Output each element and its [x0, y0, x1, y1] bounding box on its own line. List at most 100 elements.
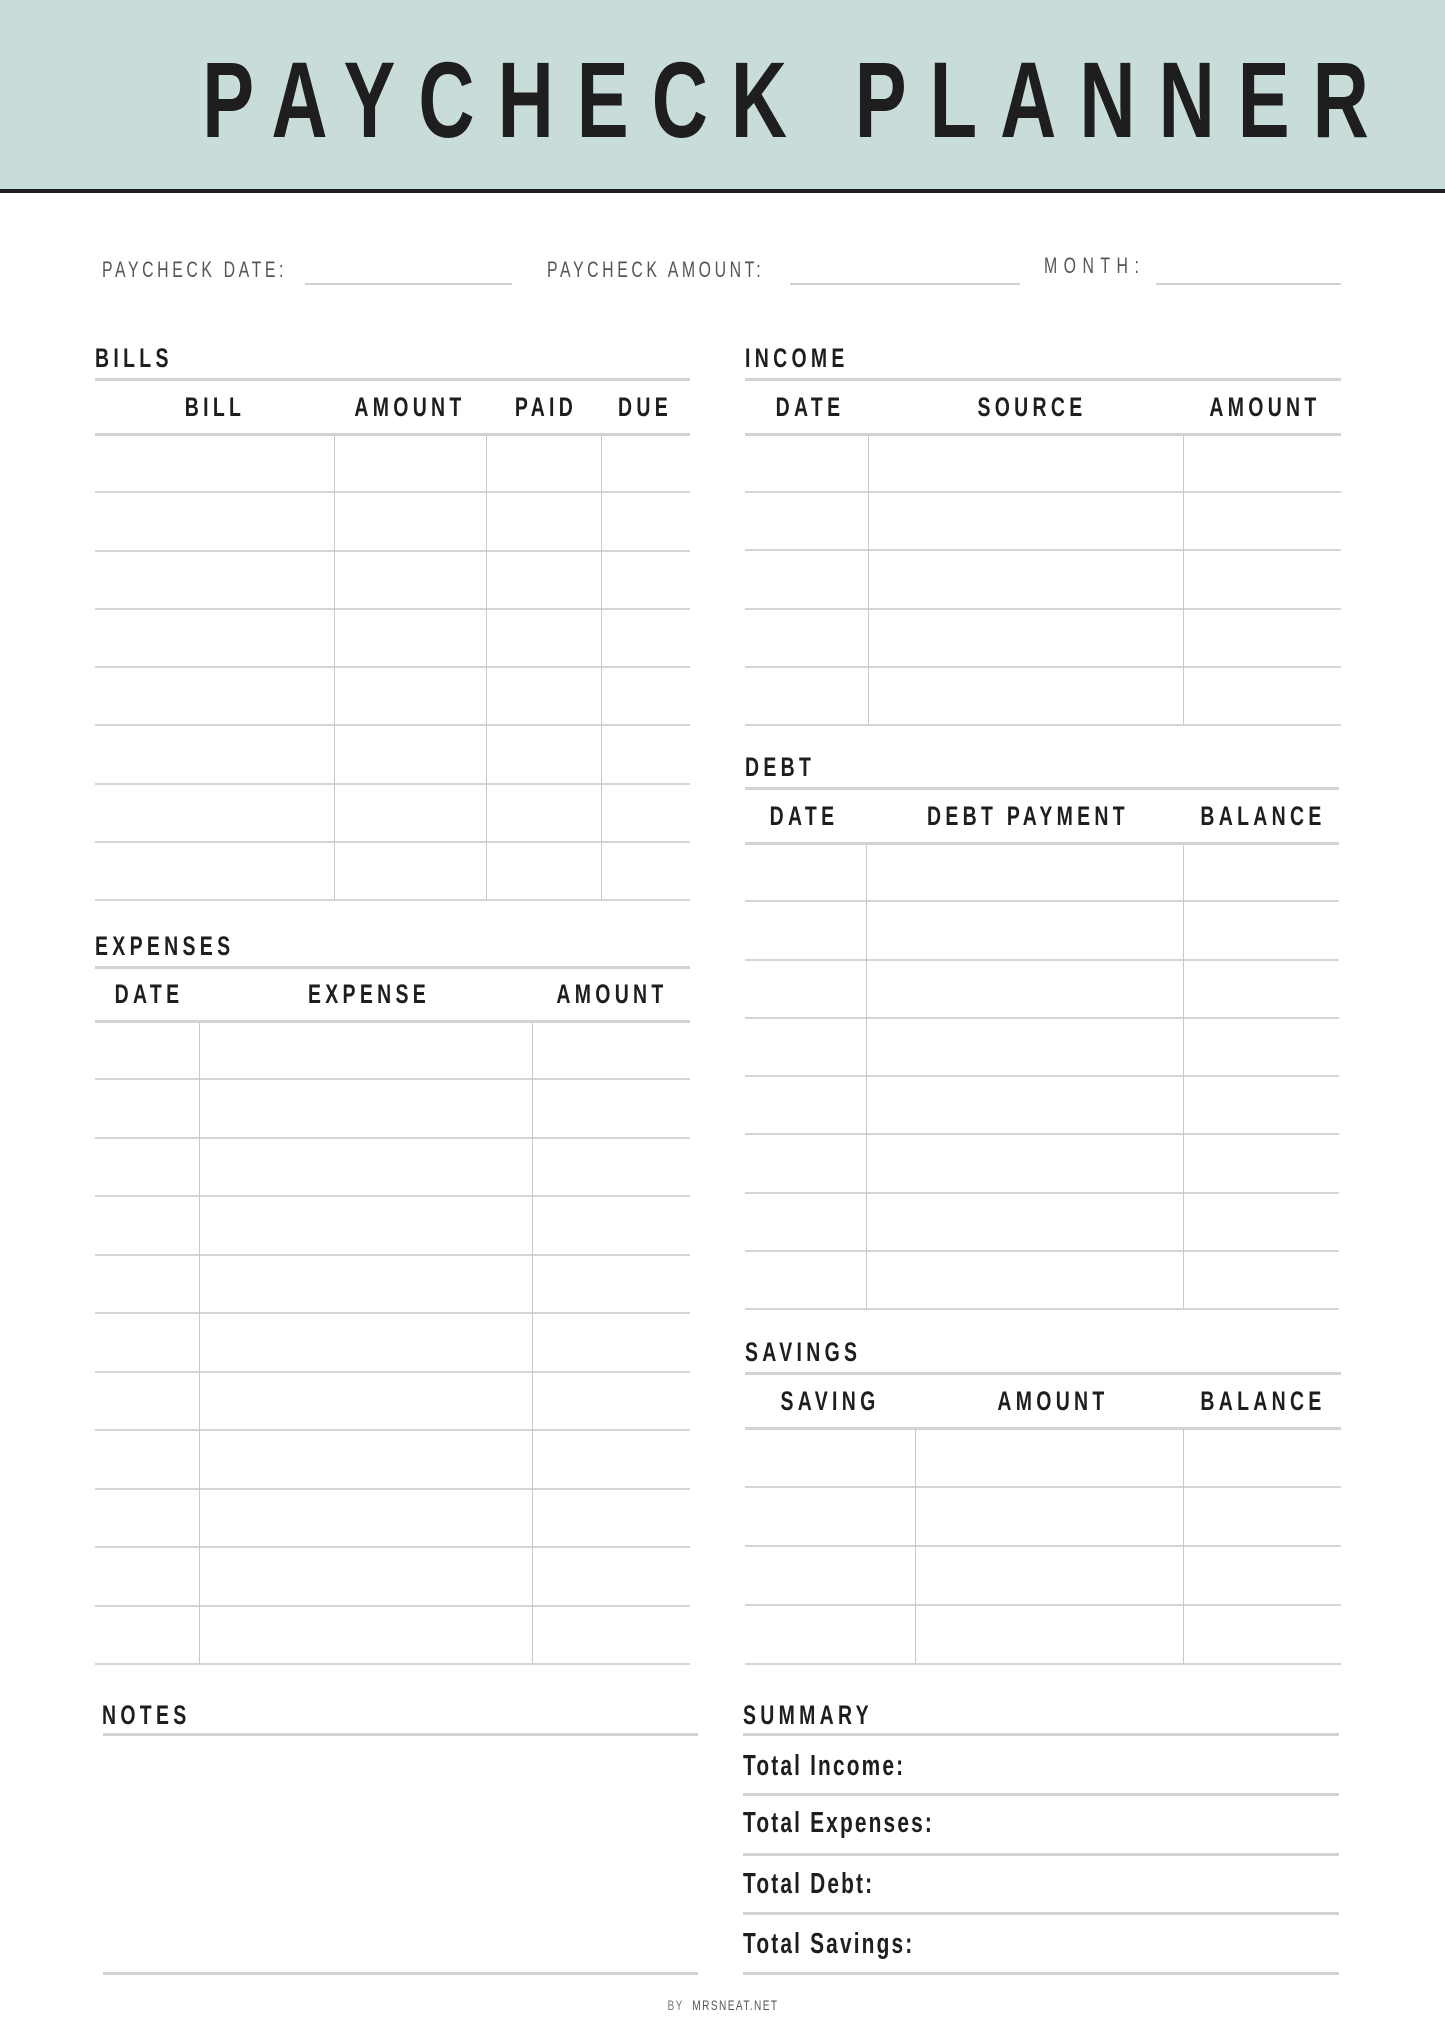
income-title: INCOME: [745, 343, 849, 373]
savings-column-divider: [1183, 1430, 1184, 1664]
income-table-row[interactable]: [745, 724, 1341, 726]
expenses-table-row[interactable]: [95, 1663, 690, 1665]
debt-title-line: [745, 787, 1339, 790]
savings-title: SAVINGS: [745, 1337, 862, 1367]
savings-title-line: [745, 1372, 1341, 1375]
savings-table-row[interactable]: [745, 1663, 1341, 1665]
debt-table-row[interactable]: [745, 1250, 1339, 1252]
expenses-title: EXPENSES: [95, 931, 235, 961]
bills-table-row[interactable]: [95, 841, 690, 843]
expenses-table-row[interactable]: [95, 1546, 690, 1548]
debt-table-row[interactable]: [745, 1017, 1339, 1019]
bills-column-header: PAID: [514, 392, 578, 422]
bills-table-row[interactable]: [95, 550, 690, 552]
expenses-column-header: EXPENSE: [307, 979, 431, 1009]
expenses-table-row[interactable]: [95, 1429, 690, 1431]
summary-line[interactable]: [743, 1793, 1339, 1796]
header-band: [0, 0, 1445, 190]
bills-table-row[interactable]: [95, 491, 690, 493]
paycheck-date-label: PAYCHECK DATE:: [102, 257, 288, 282]
bills-column-divider: [486, 436, 487, 900]
bills-column-header: AMOUNT: [354, 392, 466, 422]
income-column-divider: [868, 436, 869, 725]
paycheck-amount-field[interactable]: [790, 283, 1020, 285]
bills-table-row[interactable]: [95, 608, 690, 610]
bills-table-row[interactable]: [95, 666, 690, 668]
notes-bottom-line: [103, 1972, 698, 1975]
summary-title: SUMMARY: [743, 1700, 873, 1730]
notes-area[interactable]: [103, 1738, 698, 1970]
bills-title-line: [95, 378, 690, 381]
bills-column-divider: [601, 436, 602, 900]
paycheck-amount-label: PAYCHECK AMOUNT:: [547, 257, 765, 282]
expenses-table-row[interactable]: [95, 1605, 690, 1607]
income-header-line: [745, 433, 1341, 436]
expenses-table-row[interactable]: [95, 1078, 690, 1080]
summary-line[interactable]: [743, 1853, 1339, 1856]
debt-table-row[interactable]: [745, 1192, 1339, 1194]
footer-credit: BY MRSNEAT.NET: [667, 1997, 877, 2013]
savings-table-row[interactable]: [745, 1545, 1341, 1547]
income-table-row[interactable]: [745, 491, 1341, 493]
income-table-row[interactable]: [745, 666, 1341, 668]
debt-title: DEBT: [745, 752, 816, 782]
expenses-table-row[interactable]: [95, 1195, 690, 1197]
paycheck-date-field[interactable]: [305, 283, 512, 285]
debt-table-row[interactable]: [745, 959, 1339, 961]
income-table-row[interactable]: [745, 549, 1341, 551]
expenses-table-row[interactable]: [95, 1137, 690, 1139]
debt-header-line: [745, 842, 1339, 845]
debt-column-header: BALANCE: [1200, 801, 1326, 831]
notes-title: NOTES: [102, 1700, 191, 1730]
bills-table-row[interactable]: [95, 724, 690, 726]
summary-total-expenses: Total Expenses:: [743, 1807, 934, 1839]
page-title: PAYCHECK PLANNER: [202, 39, 1392, 160]
debt-table-row[interactable]: [745, 900, 1339, 902]
debt-table-row[interactable]: [745, 1075, 1339, 1077]
income-column-header: DATE: [775, 392, 845, 422]
notes-top-line: [103, 1733, 698, 1736]
bills-title: BILLS: [95, 343, 173, 373]
savings-column-header: AMOUNT: [997, 1386, 1109, 1416]
summary-total-income: Total Income:: [743, 1750, 906, 1782]
bills-table-row[interactable]: [95, 783, 690, 785]
debt-column-header: DEBT PAYMENT: [927, 801, 1129, 831]
savings-header-line: [745, 1427, 1341, 1430]
income-table-row[interactable]: [745, 608, 1341, 610]
savings-column-divider: [915, 1430, 916, 1664]
debt-column-header: DATE: [769, 801, 839, 831]
footer-by: BY: [667, 1997, 684, 2013]
bills-table-row[interactable]: [95, 899, 690, 901]
expenses-header-line: [95, 1020, 690, 1023]
summary-total-debt: Total Debt:: [743, 1868, 875, 1900]
summary-line[interactable]: [743, 1912, 1339, 1915]
expenses-table-row[interactable]: [95, 1254, 690, 1256]
expenses-table-row[interactable]: [95, 1312, 690, 1314]
income-column-header: SOURCE: [977, 392, 1087, 422]
expenses-title-line: [95, 966, 690, 969]
savings-table-row[interactable]: [745, 1604, 1341, 1606]
expenses-column-divider: [532, 1023, 533, 1664]
debt-table-row[interactable]: [745, 1133, 1339, 1135]
debt-column-divider: [1183, 845, 1184, 1309]
expenses-table-row[interactable]: [95, 1488, 690, 1490]
month-field[interactable]: [1156, 283, 1341, 285]
income-column-header: AMOUNT: [1209, 392, 1321, 422]
income-column-divider: [1183, 436, 1184, 725]
bills-column-divider: [334, 436, 335, 900]
summary-line[interactable]: [743, 1972, 1339, 1975]
savings-column-header: SAVING: [780, 1386, 880, 1416]
month-label: MONTH:: [1044, 253, 1146, 278]
expenses-table-row[interactable]: [95, 1371, 690, 1373]
bills-header-line: [95, 433, 690, 436]
summary-top-line: [743, 1733, 1339, 1736]
footer-site: MRSNEAT.NET: [692, 1997, 779, 2013]
summary-total-savings: Total Savings:: [743, 1928, 915, 1960]
expenses-column-divider: [199, 1023, 200, 1664]
debt-table-row[interactable]: [745, 1308, 1339, 1310]
header-rule: [0, 189, 1445, 193]
savings-column-header: BALANCE: [1200, 1386, 1326, 1416]
savings-table-row[interactable]: [745, 1486, 1341, 1488]
bills-column-header: DUE: [617, 392, 673, 422]
debt-column-divider: [866, 845, 867, 1309]
